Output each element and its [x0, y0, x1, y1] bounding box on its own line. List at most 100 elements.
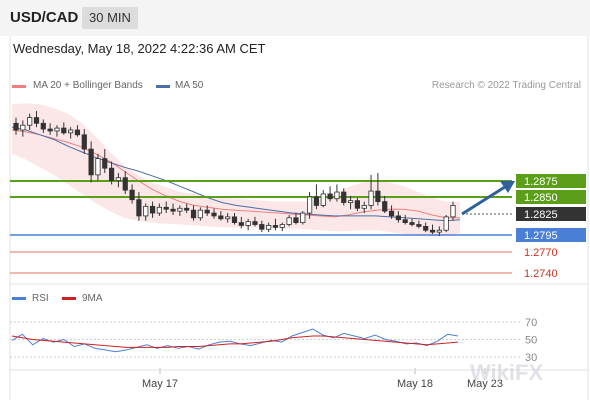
candle-body [95, 158, 101, 176]
candle-body [272, 225, 279, 228]
level-label-1.2770: 1.2770 [524, 247, 558, 259]
candle [423, 222, 429, 233]
level-label-1.2825: 1.2825 [524, 209, 558, 221]
candle-body [122, 177, 128, 191]
candle-body [409, 222, 415, 225]
candle-body [423, 226, 429, 231]
x-label: May 18 [397, 378, 433, 390]
candle [450, 201, 456, 221]
candle-body [354, 200, 361, 209]
candle-body [313, 196, 320, 206]
x-label: May 17 [142, 378, 178, 390]
candle [341, 188, 347, 206]
candle-body [450, 205, 456, 218]
candle-body [211, 212, 217, 217]
rsi-legend-label: RSI [32, 293, 49, 304]
rsi-line [11, 328, 459, 353]
candle [40, 119, 46, 133]
candle-body [375, 190, 381, 202]
level-label-bg-1.2850 [516, 190, 586, 204]
candle [190, 205, 197, 221]
candle [81, 129, 87, 154]
candle [20, 120, 26, 137]
candle [218, 211, 224, 221]
candle [347, 195, 354, 210]
candle-body [61, 127, 67, 134]
candle [143, 203, 149, 221]
candle-body [27, 117, 33, 126]
candle-body [81, 134, 87, 150]
candle [354, 197, 361, 212]
candle [13, 117, 19, 135]
candle-body [307, 196, 313, 214]
candle-body [115, 177, 122, 181]
projection-arrow-head [500, 181, 515, 193]
candle-body [347, 200, 354, 203]
rsi-tick-30: 30 [525, 352, 537, 364]
candle [409, 218, 415, 227]
candle-body [40, 122, 46, 130]
level-label-bg-1.2795 [516, 228, 586, 242]
candle-body [149, 205, 156, 214]
candle-body [102, 158, 108, 169]
candle-body [225, 216, 231, 220]
candle [388, 205, 395, 219]
candle [327, 186, 333, 202]
rsi-tick-70: 70 [525, 317, 537, 329]
candle [238, 216, 244, 229]
candle [156, 203, 162, 216]
candle [177, 205, 183, 216]
watermark-text: WikiFX [470, 360, 543, 385]
candle [443, 214, 449, 233]
candle-body [279, 224, 285, 228]
rsi-ma-legend-label: 9MA [82, 293, 103, 304]
candle-body [197, 209, 203, 219]
timeframe-button[interactable]: 30 MIN [82, 7, 138, 29]
candle-body [286, 217, 292, 225]
candle [279, 222, 285, 232]
candle [293, 213, 299, 225]
candle-body [190, 209, 197, 219]
candle [225, 213, 231, 223]
candle [184, 203, 190, 214]
ma50-legend-swatch [156, 85, 170, 88]
candle [95, 153, 101, 181]
candle [61, 122, 67, 135]
candle-body [88, 148, 94, 176]
candle [368, 174, 374, 210]
rsi-ma-legend-swatch [62, 297, 76, 300]
candle [402, 214, 408, 225]
candle [286, 214, 292, 227]
candle-body [368, 190, 374, 206]
candle [54, 125, 60, 137]
candle-body [382, 201, 388, 212]
candle-body [54, 127, 60, 132]
candle [115, 172, 122, 188]
candle [416, 220, 422, 229]
candle [68, 127, 74, 139]
candle-body [320, 193, 326, 206]
candle [197, 207, 203, 221]
candle [334, 184, 340, 202]
candle-body [327, 193, 333, 200]
symbol-label: USD/CAD [10, 9, 79, 26]
candle [88, 141, 94, 183]
candle-body [259, 224, 265, 230]
candle-body [177, 207, 183, 212]
datetime-label: Wednesday, May 18, 2022 4:22:36 AM CET [13, 41, 266, 56]
candle-body [218, 215, 224, 220]
candle-body [293, 217, 299, 223]
candle-body [436, 229, 442, 233]
research-credit: Research © 2022 Trading Central [431, 80, 581, 91]
level-label-1.2795: 1.2795 [524, 230, 558, 242]
candle-body [184, 207, 190, 211]
candle [361, 201, 367, 214]
candle [266, 222, 272, 233]
candle-body [170, 208, 176, 212]
x-label: May 23 [467, 378, 503, 390]
level-label-1.2875: 1.2875 [524, 176, 558, 188]
candle [313, 184, 320, 210]
candle-body [429, 229, 436, 233]
candle [259, 220, 265, 233]
